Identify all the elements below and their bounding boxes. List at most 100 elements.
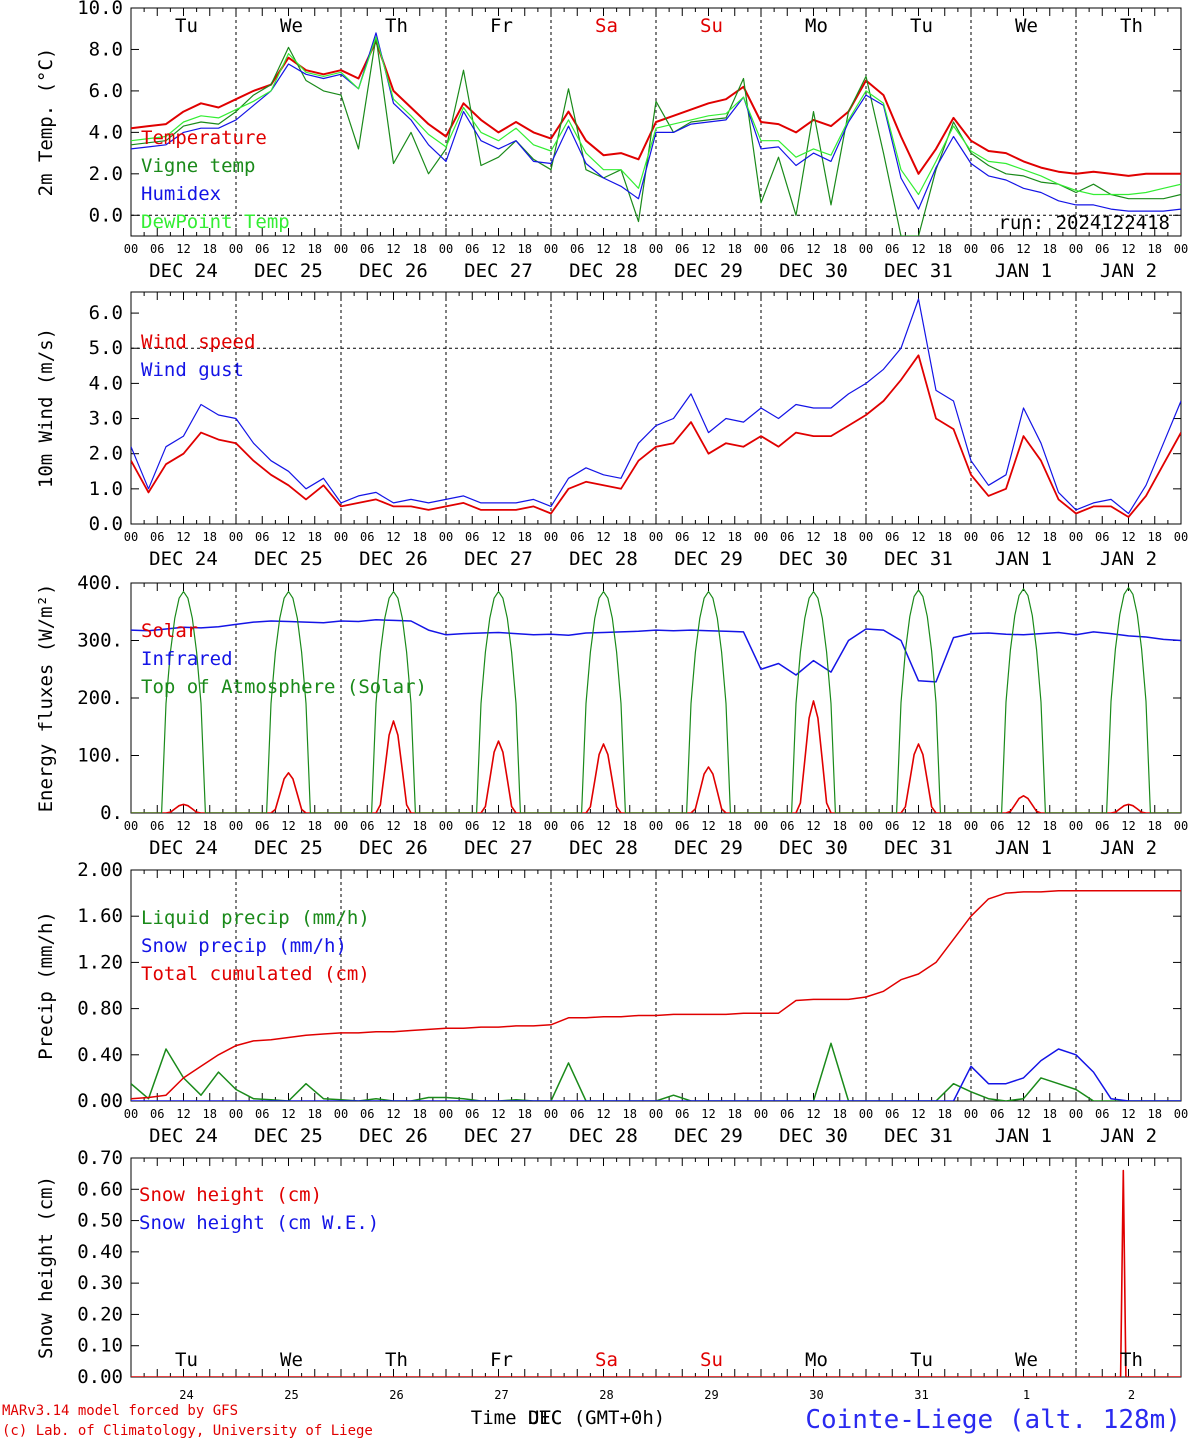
legend-entry: Snow precip (mm/h): [141, 935, 347, 957]
hour-tick-label: 18: [623, 1107, 637, 1121]
hour-tick-label: 00: [334, 819, 348, 833]
hour-tick-label: 12: [281, 530, 295, 544]
hour-tick-label: 18: [728, 242, 742, 256]
y-tick-label: 10.0: [77, 0, 123, 19]
panel-5: 0.00 0.10 0.20 0.30 0.40 0.50 0.60 0.70 Snow hei…: [35, 1147, 1182, 1388]
hour-tick-label: 06: [780, 530, 794, 544]
panel-4: 0.00 0.40 0.80 1.20 1.60 2.00 Precip (mm/h) Liq…: [35, 859, 1188, 1147]
hour-tick-label: 06: [150, 530, 164, 544]
date-label: DEC 30: [779, 548, 848, 570]
date-label: JAN 1: [995, 837, 1052, 859]
hour-tick-label: 06: [570, 1107, 584, 1121]
run-label: run: 2024122418: [998, 212, 1170, 234]
hour-tick-label: 06: [255, 530, 269, 544]
hour-tick-label: 18: [623, 530, 637, 544]
hour-tick-label: 06: [465, 242, 479, 256]
y-axis-label: Energy fluxes (W/m²): [35, 584, 57, 813]
hour-tick-label: 12: [1121, 819, 1135, 833]
legend-entry: Humidex: [141, 183, 221, 205]
hour-tick-label: 12: [806, 530, 820, 544]
hour-tick-label: 12: [386, 1107, 400, 1121]
hour-tick-label: 18: [728, 819, 742, 833]
credit-line-2: (c) Lab. of Climatology, University of L…: [2, 1423, 373, 1439]
hour-tick-label: 06: [780, 1107, 794, 1121]
date-label: DEC 30: [779, 260, 848, 282]
hour-tick-label: 00: [649, 1107, 663, 1121]
weekday-label: Tu: [910, 15, 933, 37]
hour-tick-label: 00: [544, 530, 558, 544]
hour-tick-label: 00: [754, 242, 768, 256]
y-tick-label: 100.: [77, 745, 123, 767]
credit-line-1: MARv3.14 model forced by GFS: [2, 1403, 238, 1419]
hour-tick-label: 00: [1174, 1107, 1188, 1121]
hour-tick-label: 00: [124, 1107, 138, 1121]
hour-tick-label: 06: [885, 242, 899, 256]
y-tick-label: 3.0: [89, 408, 123, 430]
legend-entry: Solar: [141, 620, 198, 642]
hour-tick-label: 00: [334, 530, 348, 544]
y-tick-label: 0.40: [77, 1044, 123, 1066]
hour-tick-label: 18: [1043, 242, 1057, 256]
hour-tick-label: 18: [1148, 819, 1162, 833]
hour-tick-label: 00: [439, 530, 453, 544]
y-tick-label: 0.80: [77, 998, 123, 1020]
hour-tick-label: 12: [701, 242, 715, 256]
hour-tick-label: 00: [1069, 530, 1083, 544]
hour-tick-label: 00: [1069, 242, 1083, 256]
hour-tick-label: 18: [413, 1107, 427, 1121]
hour-tick-label: 00: [124, 530, 138, 544]
hour-tick-label: 12: [806, 819, 820, 833]
weekday-label: Tu: [910, 1349, 933, 1371]
hour-tick-label: 18: [308, 1107, 322, 1121]
date-label: DEC 25: [254, 837, 323, 859]
date-label: JAN 2: [1100, 260, 1157, 282]
panel-1: 0.0 2.0 4.0 6.0 8.0 10.0 2m Temp. (°C) Temperat…: [35, 0, 1188, 282]
date-label: DEC 30: [779, 1125, 848, 1147]
hour-tick-label: 18: [518, 819, 532, 833]
weekday-label: Th: [385, 15, 408, 37]
hour-tick-label: 00: [544, 819, 558, 833]
y-tick-label: 0.10: [77, 1335, 123, 1357]
y-axis-label: 10m Wind (m/s): [35, 328, 57, 488]
date-label: DEC 25: [254, 260, 323, 282]
hour-tick-label: 12: [701, 530, 715, 544]
hour-tick-label: 12: [1121, 242, 1135, 256]
hour-tick-label: 18: [203, 530, 217, 544]
date-label: JAN 2: [1100, 548, 1157, 570]
date-label: DEC 31: [884, 1125, 953, 1147]
hour-tick-label: 18: [1148, 242, 1162, 256]
y-tick-label: 200.: [77, 687, 123, 709]
day-number-label: 27: [494, 1388, 508, 1402]
series-vigne-temp: [131, 36, 1181, 236]
series-top-of-atmosphere-solar-: [131, 586, 1181, 813]
date-label: DEC 29: [674, 1125, 743, 1147]
hour-tick-label: 12: [596, 819, 610, 833]
hour-tick-label: 12: [806, 1107, 820, 1121]
hour-tick-label: 06: [675, 1107, 689, 1121]
hour-tick-label: 06: [570, 242, 584, 256]
hour-tick-label: 12: [386, 530, 400, 544]
hour-tick-label: 00: [859, 242, 873, 256]
hour-tick-label: 12: [806, 242, 820, 256]
hour-tick-label: 06: [570, 819, 584, 833]
hour-tick-label: 06: [150, 242, 164, 256]
hour-tick-label: 18: [1148, 1107, 1162, 1121]
hour-tick-label: 18: [1043, 530, 1057, 544]
hour-tick-label: 12: [491, 1107, 505, 1121]
hour-tick-label: 18: [203, 819, 217, 833]
date-label: DEC 24: [149, 837, 218, 859]
hour-tick-label: 06: [465, 1107, 479, 1121]
hour-tick-label: 00: [124, 242, 138, 256]
hour-tick-label: 06: [780, 242, 794, 256]
weekday-label: Sa: [595, 1349, 618, 1371]
date-label: JAN 1: [995, 548, 1052, 570]
legend-entry: Total cumulated (cm): [141, 963, 370, 985]
hour-tick-label: 00: [754, 819, 768, 833]
hour-tick-label: 06: [360, 819, 374, 833]
date-label: DEC 28: [569, 837, 638, 859]
series-wind-speed: [131, 354, 1181, 518]
hour-tick-label: 00: [334, 242, 348, 256]
weekday-label: Fr: [490, 15, 513, 37]
day-number-label: 25: [284, 1388, 298, 1402]
